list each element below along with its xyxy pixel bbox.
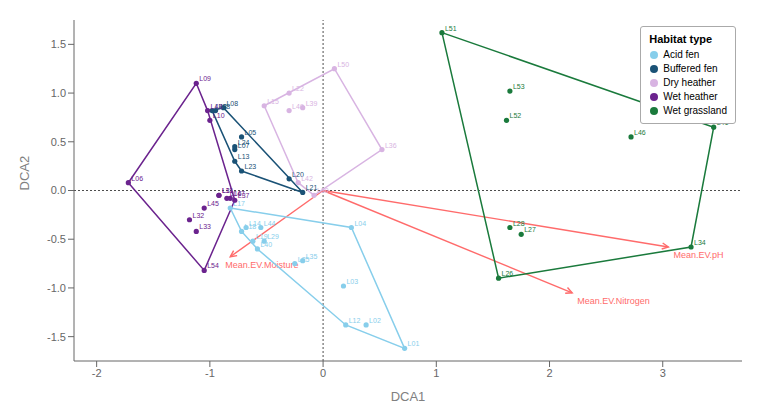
svg-text:1: 1 xyxy=(433,367,439,379)
svg-text:L28: L28 xyxy=(513,220,525,227)
svg-text:L18: L18 xyxy=(245,223,257,230)
svg-text:2: 2 xyxy=(546,367,552,379)
svg-text:L27: L27 xyxy=(524,226,536,233)
svg-text:1.5: 1.5 xyxy=(51,38,66,50)
svg-text:L12: L12 xyxy=(349,317,361,324)
html-text:Wet heather: Wet heather xyxy=(663,91,718,102)
svg-text:L09: L09 xyxy=(199,75,211,82)
svg-text:L47: L47 xyxy=(233,190,245,197)
svg-text:L22: L22 xyxy=(292,85,304,92)
html-text:Habitat type: Habitat type xyxy=(649,33,713,45)
svg-text:L34: L34 xyxy=(694,239,706,246)
svg-text:L01: L01 xyxy=(408,340,420,347)
svg-text:DCA2: DCA2 xyxy=(17,156,32,191)
svg-text:L29: L29 xyxy=(267,233,279,240)
svg-text:-1.5: -1.5 xyxy=(47,331,66,343)
svg-text:0: 0 xyxy=(320,367,326,379)
svg-text:L17: L17 xyxy=(233,200,245,207)
svg-text:L51: L51 xyxy=(445,25,457,32)
svg-text:L11: L11 xyxy=(222,187,233,194)
svg-text:Mean.EV.Moisture: Mean.EV.Moisture xyxy=(225,260,298,270)
svg-text:L46: L46 xyxy=(634,129,646,136)
svg-text:L24: L24 xyxy=(238,139,250,146)
svg-text:-0.5: -0.5 xyxy=(47,233,66,245)
html-text:Buffered fen: Buffered fen xyxy=(663,63,718,74)
svg-text:L32: L32 xyxy=(192,212,204,219)
svg-text:L23: L23 xyxy=(245,163,257,170)
svg-text:L04: L04 xyxy=(354,220,366,227)
svg-text:1.0: 1.0 xyxy=(51,87,66,99)
svg-text:L05: L05 xyxy=(245,129,257,136)
svg-text:L35: L35 xyxy=(306,253,318,260)
svg-text:L49: L49 xyxy=(292,103,304,110)
svg-text:L10: L10 xyxy=(213,112,225,119)
svg-text:L45: L45 xyxy=(207,200,219,207)
svg-text:L02: L02 xyxy=(369,317,381,324)
svg-text:-2: -2 xyxy=(92,367,102,379)
svg-text:L54: L54 xyxy=(207,262,219,269)
html-text:Acid fen: Acid fen xyxy=(663,49,700,60)
svg-text:Mean.EV.Nitrogen: Mean.EV.Nitrogen xyxy=(577,296,650,306)
svg-text:L19: L19 xyxy=(256,233,268,240)
svg-text:0.0: 0.0 xyxy=(51,184,66,196)
svg-text:L21: L21 xyxy=(306,184,318,191)
svg-text:L40: L40 xyxy=(260,241,272,248)
svg-text:L43: L43 xyxy=(211,103,223,110)
svg-text:L03: L03 xyxy=(346,278,358,285)
svg-text:L08: L08 xyxy=(226,99,239,107)
svg-text:-1: -1 xyxy=(205,367,215,379)
svg-text:L31: L31 xyxy=(222,187,234,194)
svg-text:L53: L53 xyxy=(513,83,525,90)
svg-text:L20: L20 xyxy=(292,170,304,178)
svg-text:L44: L44 xyxy=(264,220,276,227)
svg-text:L36: L36 xyxy=(385,142,397,149)
svg-text:-1.0: -1.0 xyxy=(47,282,66,294)
svg-text:L42: L42 xyxy=(301,175,313,182)
svg-text:L52: L52 xyxy=(510,112,522,119)
svg-text:DCA1: DCA1 xyxy=(391,389,426,404)
html-text:Wet grassland: Wet grassland xyxy=(663,105,727,116)
svg-text:3: 3 xyxy=(660,367,666,379)
svg-text:Mean.EV.pH: Mean.EV.pH xyxy=(673,250,723,260)
svg-text:L50: L50 xyxy=(337,61,349,68)
svg-text:L26: L26 xyxy=(502,270,514,277)
html-text:Dry heather: Dry heather xyxy=(663,77,716,88)
svg-text:L39: L39 xyxy=(306,100,318,107)
svg-text:L30: L30 xyxy=(317,187,329,194)
svg-text:0.5: 0.5 xyxy=(51,136,66,148)
svg-text:L13: L13 xyxy=(238,153,250,160)
svg-text:L25: L25 xyxy=(297,255,310,263)
svg-text:L33: L33 xyxy=(199,223,211,230)
svg-text:L15: L15 xyxy=(267,98,279,105)
svg-text:L06: L06 xyxy=(131,175,143,182)
